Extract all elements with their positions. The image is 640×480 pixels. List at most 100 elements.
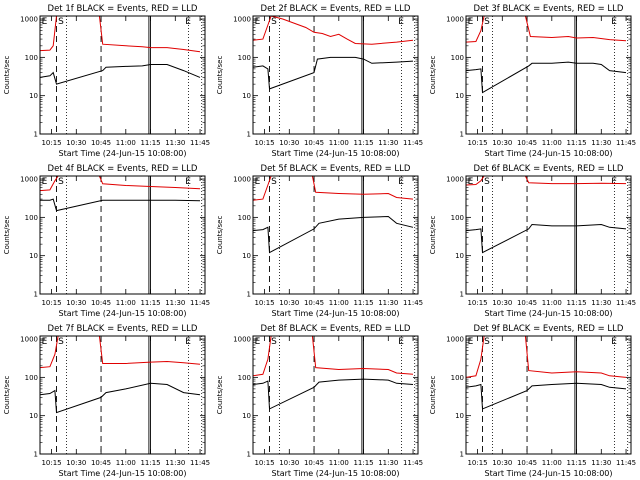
y-tick-label: 10 xyxy=(455,92,464,100)
x-tick-label: 11:15 xyxy=(140,299,160,307)
flag-label: E xyxy=(255,17,261,27)
y-tick-label: 1000 xyxy=(233,176,251,184)
y-tick-label: 100 xyxy=(238,214,251,222)
x-tick-label: 10:45 xyxy=(517,299,537,307)
x-tick-label: 10:45 xyxy=(91,459,111,467)
x-tick-label: 10:30 xyxy=(279,139,299,147)
flag-label: S xyxy=(58,337,64,347)
y-tick-label: 100 xyxy=(25,214,38,222)
chart-title: Det 8f BLACK = Events, RED = LLD xyxy=(261,324,411,334)
y-tick-label: 100 xyxy=(25,374,38,382)
y-axis-label: Counts/sec xyxy=(3,216,11,255)
y-tick-label: 1000 xyxy=(233,336,251,344)
lld-series-line xyxy=(40,176,201,192)
detector-chart-9: Det 9f BLACK = Events, RED = LLD Counts/s… xyxy=(429,324,636,478)
x-axis-label: Start Time (24-Jun-15 10:08:00) xyxy=(485,149,613,158)
y-tick-label: 1 xyxy=(460,131,464,139)
y-axis-label: Counts/sec xyxy=(429,376,437,415)
lld-series-line xyxy=(253,16,414,45)
y-tick-label: 10 xyxy=(29,412,38,420)
x-tick-label: 10:45 xyxy=(91,299,111,307)
flag-label: E xyxy=(42,337,48,347)
x-axis-label: Start Time (24-Jun-15 10:08:00) xyxy=(485,469,613,478)
x-tick-label: 11:30 xyxy=(378,139,398,147)
y-tick-label: 1 xyxy=(34,291,38,299)
y-tick-label: 100 xyxy=(238,374,251,382)
flag-label: S xyxy=(484,177,490,187)
x-tick-label: 10:15 xyxy=(41,139,61,147)
x-tick-label: 11:00 xyxy=(116,139,136,147)
y-tick-label: 10 xyxy=(242,92,251,100)
detector-chart-5: Det 5f BLACK = Events, RED = LLD Counts/s… xyxy=(216,164,423,318)
x-tick-label: 11:15 xyxy=(566,299,586,307)
lld-series-line xyxy=(40,336,201,369)
x-tick-label: 10:15 xyxy=(467,459,487,467)
x-tick-label: 11:00 xyxy=(329,459,349,467)
flag-label: S xyxy=(271,177,277,187)
x-axis-label: Start Time (24-Jun-15 10:08:00) xyxy=(272,469,400,478)
y-tick-label: 1 xyxy=(34,451,38,459)
y-tick-label: 1000 xyxy=(446,16,464,24)
chart-title: Det 4f BLACK = Events, RED = LLD xyxy=(48,164,198,174)
x-tick-label: 10:30 xyxy=(492,459,512,467)
x-tick-label: 11:15 xyxy=(353,299,373,307)
x-axis-label: Start Time (24-Jun-15 10:08:00) xyxy=(59,309,187,318)
flag-label: S xyxy=(58,17,64,27)
x-tick-label: 10:30 xyxy=(279,299,299,307)
flag-label: E xyxy=(185,17,191,27)
chart-title: Det 6f BLACK = Events, RED = LLD xyxy=(474,164,624,174)
flag-label: E xyxy=(398,17,404,27)
plot-frame xyxy=(252,175,419,295)
events-series-line xyxy=(253,215,414,254)
chart-title: Det 9f BLACK = Events, RED = LLD xyxy=(474,324,624,334)
x-tick-label: 10:30 xyxy=(492,299,512,307)
plot-frame xyxy=(252,335,419,455)
chart-title: Det 5f BLACK = Events, RED = LLD xyxy=(261,164,411,174)
y-tick-label: 1 xyxy=(460,291,464,299)
events-series-line xyxy=(40,198,201,212)
lld-series-line xyxy=(253,176,414,201)
x-tick-label: 11:30 xyxy=(165,459,185,467)
plot-frame xyxy=(39,175,206,295)
x-tick-label: 11:00 xyxy=(329,139,349,147)
x-tick-label: 10:15 xyxy=(41,299,61,307)
y-tick-label: 1000 xyxy=(233,16,251,24)
x-tick-label: 10:15 xyxy=(41,459,61,467)
flag-label: E xyxy=(255,177,261,187)
x-tick-label: 11:45 xyxy=(403,299,423,307)
flag-label: E xyxy=(255,337,261,347)
flag-label: E xyxy=(185,337,191,347)
events-series-line xyxy=(40,64,201,85)
lld-series-line xyxy=(466,336,627,378)
y-tick-label: 100 xyxy=(451,54,464,62)
events-series-line xyxy=(466,61,627,94)
y-tick-label: 10 xyxy=(242,252,251,260)
events-series-line xyxy=(253,56,414,90)
x-tick-label: 11:15 xyxy=(140,459,160,467)
flag-label: E xyxy=(611,17,617,27)
y-tick-label: 1 xyxy=(247,131,251,139)
y-tick-label: 10 xyxy=(455,252,464,260)
y-axis-label: Counts/sec xyxy=(429,56,437,95)
x-tick-label: 10:30 xyxy=(492,139,512,147)
flag-label: E xyxy=(611,337,617,347)
lld-series-line xyxy=(40,16,201,53)
events-series-line xyxy=(466,223,627,254)
x-tick-label: 11:00 xyxy=(116,299,136,307)
events-series-line xyxy=(466,382,627,410)
x-tick-label: 11:30 xyxy=(591,459,611,467)
plot-frame xyxy=(465,15,632,135)
detector-chart-8: Det 8f BLACK = Events, RED = LLD Counts/s… xyxy=(216,324,423,478)
lld-series-line xyxy=(253,336,414,377)
x-tick-label: 10:15 xyxy=(467,139,487,147)
flag-label: S xyxy=(58,177,64,187)
y-axis-label: Counts/sec xyxy=(429,216,437,255)
x-axis-label: Start Time (24-Jun-15 10:08:00) xyxy=(59,469,187,478)
y-tick-label: 100 xyxy=(238,54,251,62)
chart-title: Det 3f BLACK = Events, RED = LLD xyxy=(474,4,624,14)
x-tick-label: 10:30 xyxy=(66,459,86,467)
detector-chart-1: Det 1f BLACK = Events, RED = LLD Counts/s… xyxy=(3,4,210,158)
lld-series-line xyxy=(466,176,627,186)
x-tick-label: 10:45 xyxy=(517,459,537,467)
